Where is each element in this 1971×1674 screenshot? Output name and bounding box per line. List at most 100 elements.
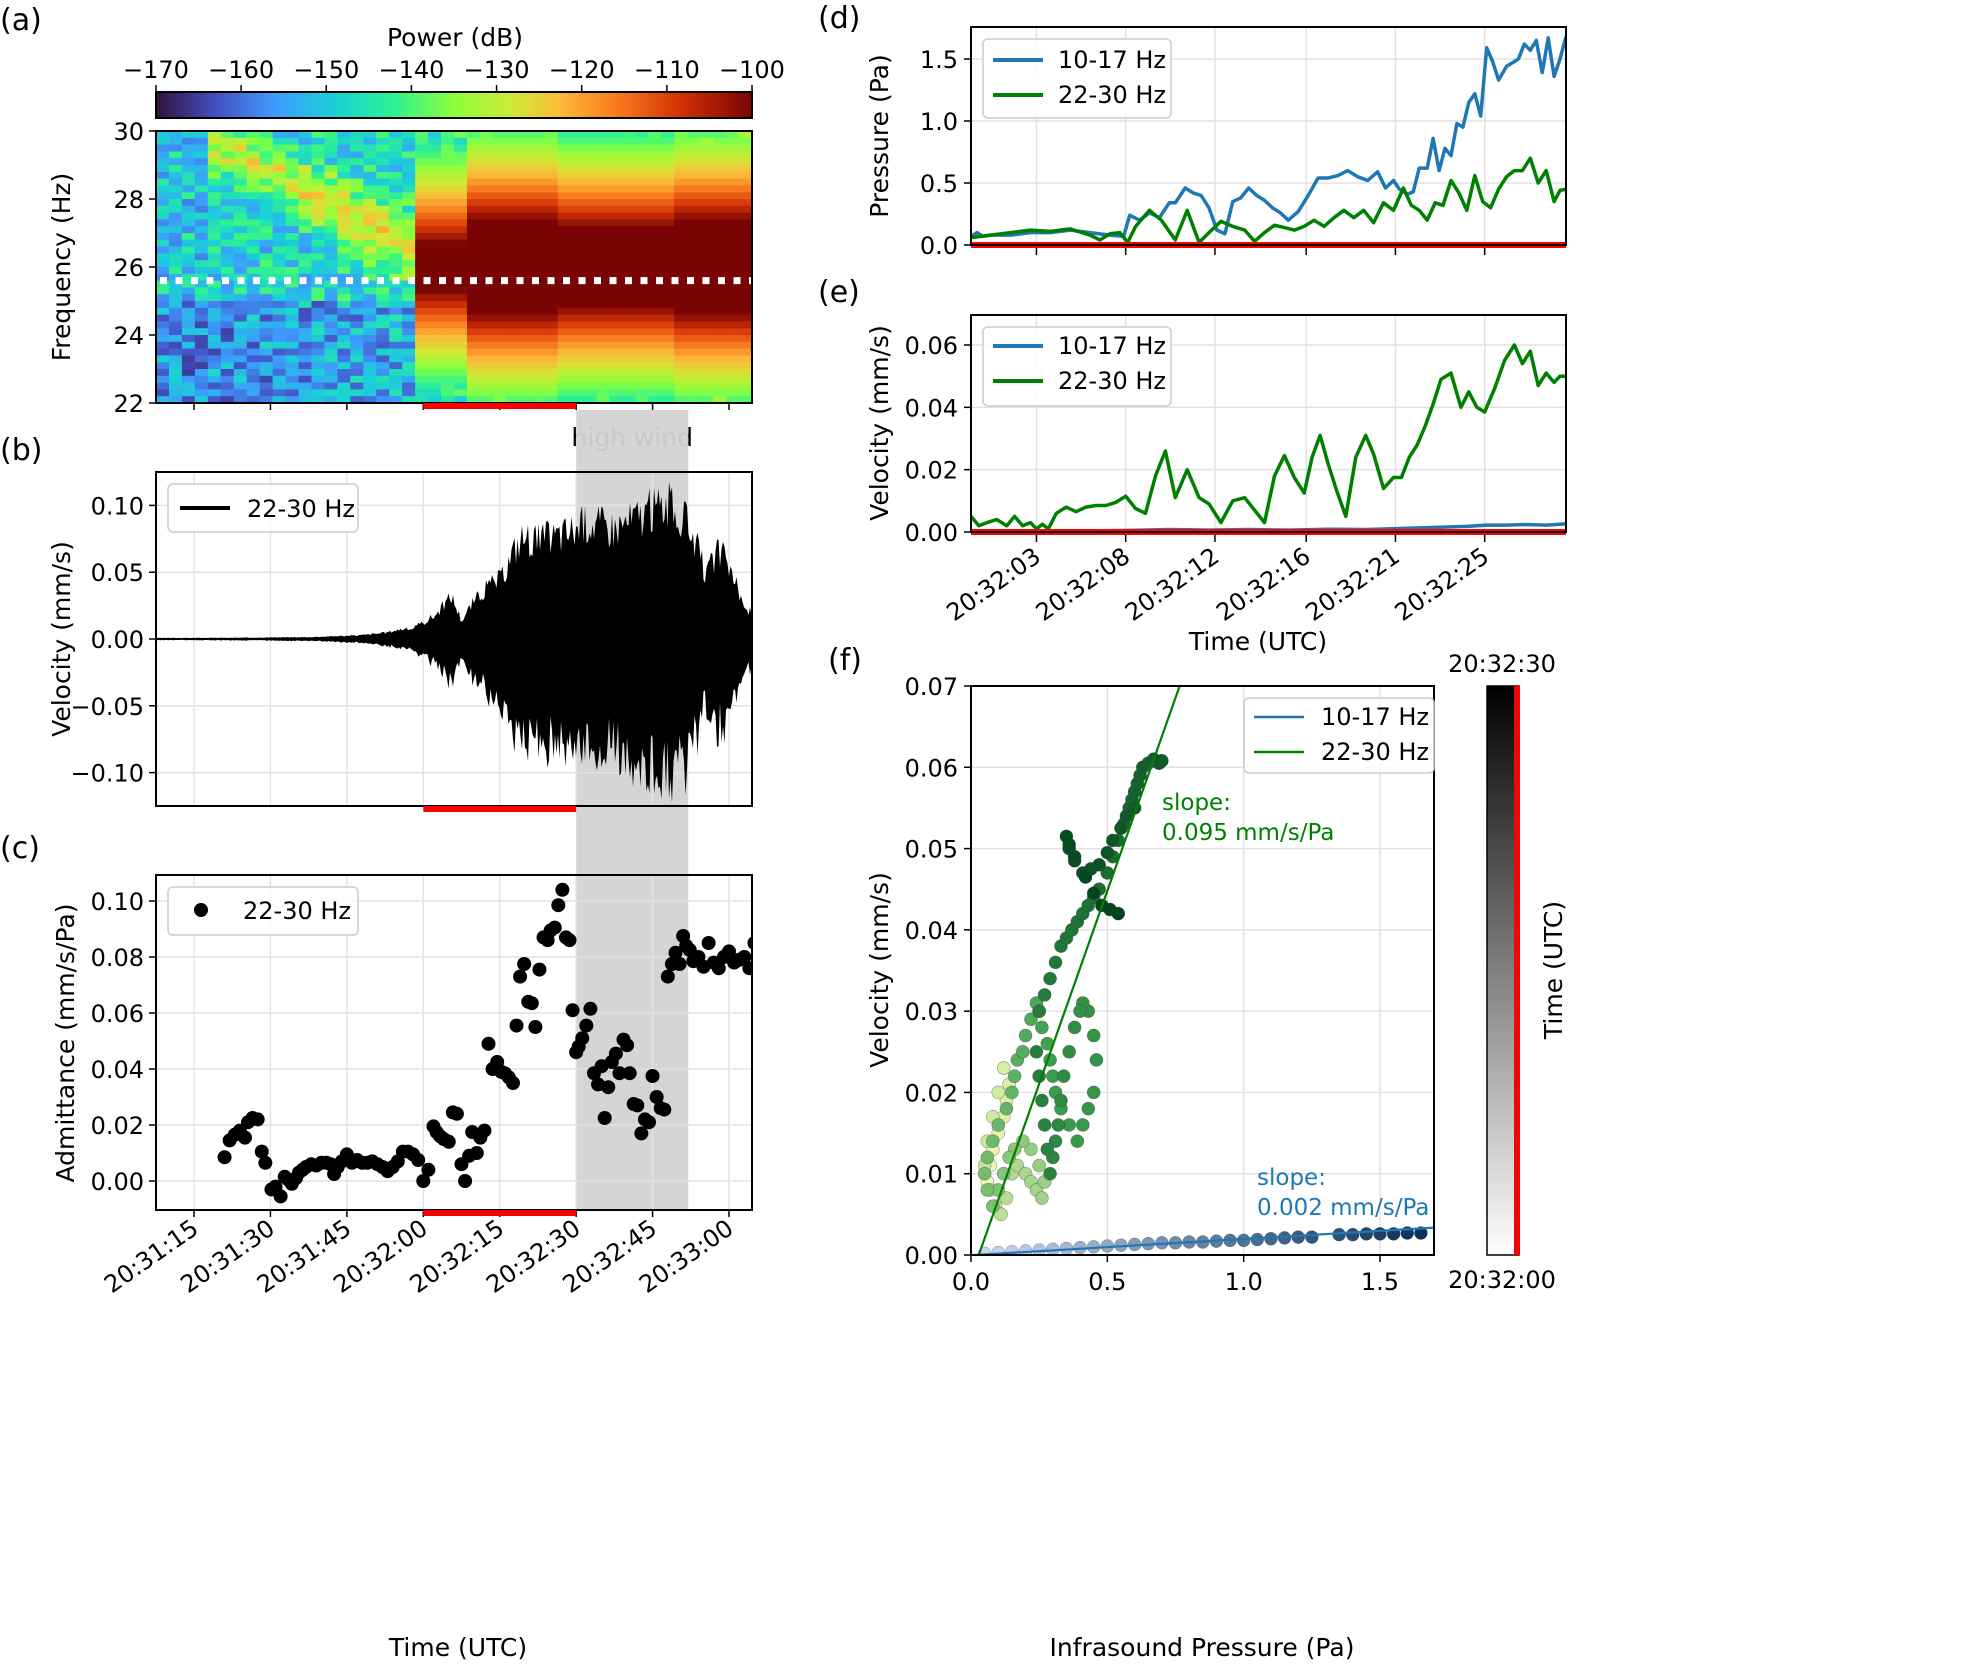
spectrogram-cell: [505, 239, 520, 248]
spectrogram-cell: [402, 362, 416, 370]
spectrogram-cell: [402, 280, 416, 288]
spectrogram-cell: [233, 335, 248, 343]
spectrogram-cell: [518, 226, 533, 234]
spectrogram-cell: [466, 171, 481, 180]
spectrogram-cell: [687, 199, 701, 207]
spectrogram-cell: [622, 260, 636, 268]
spectrogram-cell: [466, 280, 481, 288]
spectrogram-cell: [181, 226, 196, 234]
spectrogram-cell: [661, 137, 675, 146]
spectrogram-cell: [557, 375, 572, 384]
spectrogram-cell: [233, 260, 248, 268]
spectrogram-cell: [181, 341, 196, 350]
spectrogram-cell: [207, 246, 222, 254]
y-tick-label-c: 0.06: [91, 1000, 144, 1028]
spectrogram-cell: [570, 273, 585, 282]
spectrogram-cell: [648, 307, 662, 316]
spectrogram-cell: [544, 382, 559, 390]
spectrogram-cell: [583, 314, 598, 322]
spectrogram-cell: [531, 267, 546, 275]
spectrogram-cell: [661, 294, 675, 302]
spectrogram-cell: [376, 165, 390, 173]
spectrogram-cell: [220, 382, 235, 390]
spectrogram-cell: [285, 294, 300, 302]
spectrogram-cell: [441, 287, 455, 295]
spectrogram-cell: [648, 260, 662, 268]
spectrogram-cell: [259, 137, 274, 146]
spectrogram-cell: [415, 205, 429, 214]
spectrogram-cell: [428, 205, 442, 214]
spectrogram-cell: [194, 239, 209, 248]
spectrogram-cell: [557, 239, 572, 248]
spectrogram-cell: [259, 158, 274, 166]
spectrogram-cell: [687, 205, 701, 214]
legend-b-label: 22-30 Hz: [247, 495, 355, 523]
spectrogram-cell: [531, 328, 546, 336]
spectrogram-cell: [609, 321, 624, 329]
spectrogram-cell: [259, 369, 274, 377]
spectrogram-cell: [415, 239, 429, 248]
spectrogram-cell: [557, 212, 572, 220]
spectrogram-cell: [544, 199, 559, 207]
spectrogram-cell: [700, 246, 714, 254]
spectrogram-cell: [596, 362, 611, 370]
spectrogram-cell: [557, 131, 572, 139]
spectrogram-cell: [700, 382, 714, 390]
spectrogram-cell: [350, 171, 364, 180]
spectrogram-cell: [285, 253, 300, 261]
spectrogram-cell: [259, 239, 274, 248]
spectrogram-cell: [428, 328, 442, 336]
spectrogram-cell: [156, 375, 170, 384]
spectrogram-cell: [622, 205, 636, 214]
spectrogram-cell: [492, 260, 507, 268]
spectrogram-cell: [350, 185, 364, 193]
spectrogram-cell: [454, 280, 468, 288]
spectrogram-cell: [389, 382, 403, 390]
spectrogram-cell: [505, 226, 520, 234]
spectrogram-cell: [272, 348, 287, 356]
spectrogram-cell: [726, 294, 740, 302]
spectrogram-cell: [596, 287, 611, 295]
spectrogram-cell: [635, 314, 649, 322]
spectrogram-cell: [635, 396, 649, 403]
spectrogram-cell: [220, 369, 235, 377]
spectrogram-cell: [518, 199, 533, 207]
spectrogram-cell: [415, 246, 429, 254]
spectrogram-cell: [350, 321, 364, 329]
spectrogram-cell: [376, 328, 390, 336]
spectrogram-cell: [259, 389, 274, 397]
spectrogram-cell: [557, 260, 572, 268]
spectrogram-cell: [441, 151, 455, 159]
spectrogram-cell: [466, 375, 481, 384]
spectrogram-cell: [207, 260, 222, 268]
x-ticks-e: 20:32:0320:32:0820:32:1220:32:1620:32:21…: [942, 535, 1494, 627]
spectrogram-cell: [246, 246, 261, 254]
spectrogram-cell: [700, 335, 714, 343]
spectrogram-cell: [285, 199, 300, 207]
y-tick-label-e: 0.04: [905, 394, 958, 422]
spectrogram-cell: [674, 294, 688, 302]
spectrogram-cell: [233, 158, 248, 166]
spectrogram-cell: [233, 314, 248, 322]
spectrogram-cell: [492, 301, 507, 309]
admittance-point: [758, 0, 772, 7]
scatter-point-10-17hz: [1332, 1227, 1346, 1242]
spectrogram-cell: [518, 178, 533, 186]
spectrogram-cell: [402, 382, 416, 390]
spectrogram-cell: [674, 246, 688, 254]
spectrogram-cell: [156, 314, 170, 322]
spectrogram-cell: [557, 341, 572, 350]
ylabel-a: Frequency (Hz): [47, 173, 76, 362]
spectrogram-cell: [285, 246, 300, 254]
spectrogram-cell: [441, 158, 455, 166]
spectrogram-cell: [648, 335, 662, 343]
spectrogram-cell: [531, 314, 546, 322]
spectrogram-cell: [557, 226, 572, 234]
spectrogram-cell: [220, 280, 235, 288]
spectrogram-cell: [272, 185, 287, 193]
spectrogram-cell: [389, 301, 403, 309]
spectrogram-cell: [246, 158, 261, 166]
spectrogram-cell: [700, 294, 714, 302]
spectrogram-cell: [194, 233, 209, 241]
